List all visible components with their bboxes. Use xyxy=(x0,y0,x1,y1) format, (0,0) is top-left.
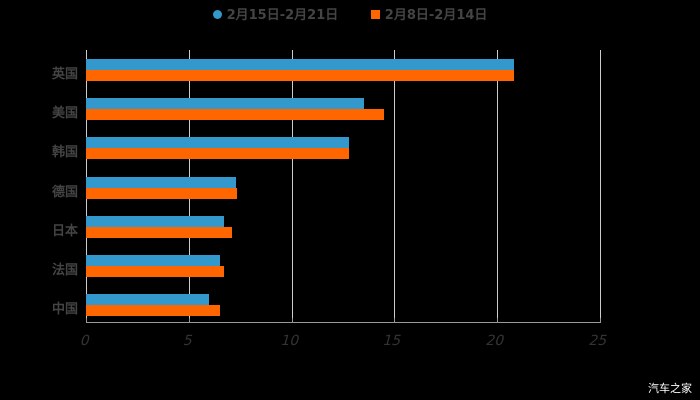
bar[interactable] xyxy=(86,109,385,121)
bar[interactable] xyxy=(86,59,514,70)
category-label: 德国 xyxy=(51,184,78,200)
category-label: 英国 xyxy=(51,67,78,82)
bar[interactable] xyxy=(86,294,210,306)
bar[interactable] xyxy=(86,226,232,238)
category-label: 法国 xyxy=(51,263,78,278)
category-label: 美国 xyxy=(51,106,78,122)
axis-tick xyxy=(600,318,601,323)
gridline xyxy=(600,50,601,320)
bar[interactable] xyxy=(86,137,350,149)
x-tick-label: 25 xyxy=(587,333,610,349)
square-marker-icon xyxy=(370,10,380,19)
x-tick-label: 10 xyxy=(278,333,301,349)
gridline xyxy=(497,50,499,320)
category-label: 中国 xyxy=(51,302,78,318)
legend-item-series-2[interactable]: 2月8日-2月14日 xyxy=(370,4,488,23)
bar[interactable] xyxy=(86,98,364,110)
x-tick-label: 15 xyxy=(381,333,404,349)
x-axis-line xyxy=(86,322,600,323)
bar[interactable] xyxy=(86,255,220,266)
bar[interactable] xyxy=(86,305,220,317)
gridline xyxy=(291,50,293,320)
bar[interactable] xyxy=(86,70,514,81)
x-tick-label: 5 xyxy=(181,333,195,349)
x-tick-label: 0 xyxy=(78,333,92,349)
axis-tick xyxy=(86,318,87,323)
axis-tick xyxy=(497,318,499,323)
bar[interactable] xyxy=(86,148,350,160)
axis-tick xyxy=(291,318,293,323)
watermark: 汽车之家 xyxy=(648,382,692,395)
legend-label: 2月8日-2月14日 xyxy=(384,8,488,23)
category-label: 韩国 xyxy=(51,145,78,161)
category-label: 日本 xyxy=(51,223,78,239)
x-tick-label: 20 xyxy=(484,333,507,349)
axis-tick xyxy=(394,318,396,323)
circle-marker-icon xyxy=(212,10,222,19)
bar[interactable] xyxy=(86,187,238,199)
legend-label: 2月15日-2月21日 xyxy=(226,8,339,23)
chart-legend: 2月15日-2月21日 2月8日-2月14日 xyxy=(0,4,700,23)
axis-tick xyxy=(188,318,190,323)
bar[interactable] xyxy=(86,266,224,277)
legend-item-series-1[interactable]: 2月15日-2月21日 xyxy=(212,4,339,23)
gridline xyxy=(394,50,396,320)
bar[interactable] xyxy=(86,215,224,227)
bar[interactable] xyxy=(86,176,237,188)
